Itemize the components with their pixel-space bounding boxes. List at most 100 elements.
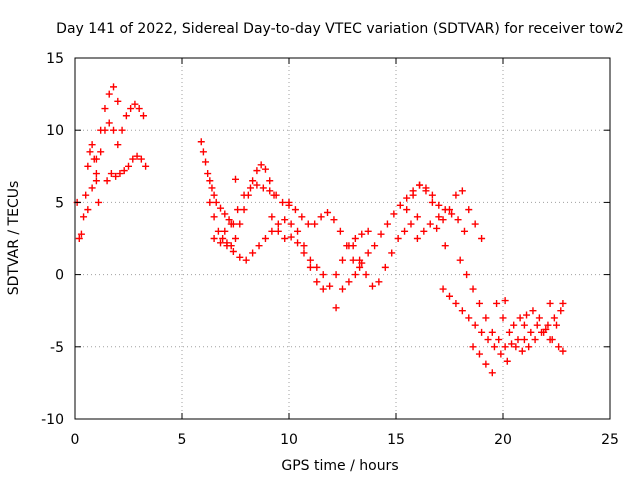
data-point [446,206,453,214]
data-point [229,247,237,255]
data-point [92,170,100,178]
y-tick-label: 5 [55,195,64,211]
data-point [261,165,269,173]
data-point [210,191,218,199]
series-arc-13 [403,181,468,235]
data-point [204,170,212,178]
data-point [92,177,100,185]
data-point [88,184,96,192]
data-point [428,198,436,206]
series-arc-16 [456,256,522,351]
data-point [475,299,483,307]
data-point [452,191,460,199]
data-point [471,220,479,228]
data-point [142,162,150,170]
data-point [294,227,302,235]
data-point [435,201,443,209]
data-point [403,206,411,214]
x-tick-label: 25 [601,432,619,448]
data-point [478,328,486,336]
data-point [255,242,263,250]
data-point [259,184,267,192]
data-point [304,220,312,228]
data-point [281,235,289,242]
data-point [416,181,424,189]
data-point [512,343,520,351]
data-point [456,256,464,264]
series-arc-9 [268,213,372,293]
data-point [375,278,383,286]
y-tick-label: 15 [46,51,64,67]
data-point [246,184,254,192]
data-point [458,187,466,195]
data-point [206,177,214,185]
data-point [520,336,528,344]
data-point [409,191,417,199]
data-point [131,100,139,108]
series-arc-17 [469,343,496,377]
data-point [227,220,235,228]
data-point [349,242,357,250]
series-arc-10 [285,198,364,271]
data-point [105,119,113,127]
data-point [242,256,250,264]
data-point [396,201,404,209]
data-point [343,242,351,250]
data-point [232,175,239,183]
data-point [287,220,295,228]
data-point [313,263,321,271]
data-point [501,343,509,351]
data-point [219,235,227,242]
series-arc-11 [339,181,443,293]
data-point [403,194,411,202]
data-point [497,350,505,358]
data-point [454,216,462,224]
data-point [339,285,346,293]
data-point [362,271,370,279]
data-point [133,152,141,160]
y-tick-label: -10 [41,412,64,428]
data-point [97,148,105,156]
data-point [223,242,231,250]
series-arc-18 [493,299,565,355]
data-point [103,177,111,185]
data-point [413,213,421,221]
data-point [471,321,479,329]
data-point [520,321,528,329]
data-point [234,206,242,214]
data-point [319,271,327,279]
data-point [240,191,248,199]
data-point [214,227,222,235]
data-point [279,198,287,206]
data-point [336,227,344,235]
series-arc-1 [73,141,103,242]
data-point [306,256,314,264]
data-point [75,235,83,242]
series-arc-19 [510,307,567,355]
x-tick-label: 0 [71,432,80,448]
data-point [371,242,379,250]
data-point [197,138,205,146]
data-point [210,235,218,242]
data-point [358,230,366,238]
data-point [420,227,428,235]
data-point [105,90,113,98]
data-point [324,209,332,217]
data-point [114,141,122,149]
data-point [553,321,560,329]
data-point [208,184,216,192]
data-point [484,336,492,344]
data-point [137,155,145,163]
data-point [559,347,567,355]
data-point [240,206,248,214]
data-point [317,213,325,221]
y-axis-ticks: -10 -5 0 5 10 15 [41,51,610,428]
data-point [394,235,402,242]
data-points [73,83,567,377]
data-point [465,206,473,214]
data-point [388,249,396,257]
data-point [383,220,391,228]
data-point [503,357,511,365]
data-point [311,220,319,228]
data-point [122,112,130,120]
